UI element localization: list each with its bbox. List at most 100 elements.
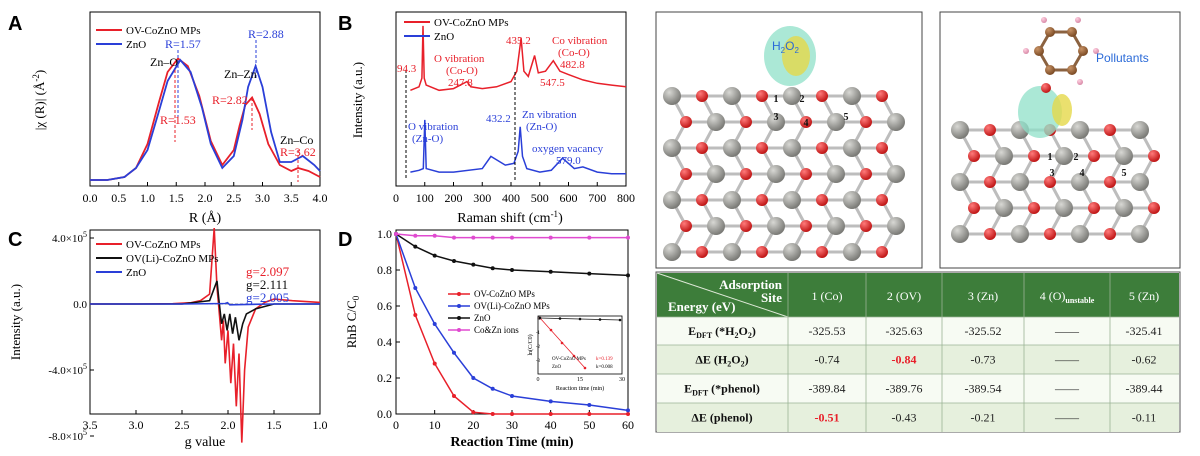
- o-atom: [1028, 150, 1040, 162]
- panel-b-x-label: Raman shift (cm-1): [457, 209, 563, 226]
- panel-d-x-label: Reaction Time (min): [450, 435, 573, 450]
- zn-atom: [783, 191, 801, 209]
- x-tick-label: 30: [506, 418, 518, 432]
- panel-d-series: [394, 232, 630, 416]
- zn-atom: [663, 139, 681, 157]
- panel-b-legend: OV-CoZnO MPs ZnO: [404, 17, 508, 43]
- x-tick-label: 3.0: [255, 191, 270, 205]
- inset-legend-zno: ZnO: [552, 365, 562, 370]
- series-ovli-cozno-line: [90, 280, 320, 341]
- zn-atom: [843, 191, 861, 209]
- o-atom: [860, 220, 872, 232]
- panel-c-letter: C: [8, 229, 22, 251]
- ann-co-o-2: (Co-O): [558, 47, 590, 59]
- ann-o-vib-zn: O vibration: [408, 121, 459, 133]
- zn-atom: [723, 243, 741, 261]
- inset-point-zno: [558, 317, 562, 320]
- c-atom: [1045, 27, 1055, 37]
- table-cell: ——: [1054, 382, 1080, 396]
- ann-435-2: 435.2: [506, 35, 531, 47]
- zn-atom: [887, 113, 905, 131]
- series-ov-cozno-point: [490, 412, 495, 416]
- inset-k2: k=0.008: [596, 365, 613, 370]
- o-atom: [1104, 228, 1116, 240]
- y-tick-label: 0.8: [377, 263, 392, 277]
- inset-point-ov: [560, 341, 564, 345]
- panel-d-legend: OV-CoZnO MPs OV(Li)-CoZnO MPs ZnO Co&Zn …: [448, 289, 550, 335]
- o-atom: [860, 116, 872, 128]
- panel-d-letter: D: [338, 229, 352, 251]
- o-atom: [1104, 124, 1116, 136]
- ann-zn-co: Zn–Co: [280, 133, 313, 147]
- series-co-zn-ions-point: [452, 235, 456, 240]
- ann-co-vib: Co vibration: [552, 35, 608, 47]
- o-atom: [1044, 228, 1056, 240]
- site-label-3: 3: [1050, 168, 1055, 179]
- table-cell: ——: [1054, 411, 1080, 425]
- inset-ytick-1: -1: [536, 331, 541, 336]
- panel-c-x-label: g value: [185, 435, 226, 450]
- zn-atom: [767, 217, 785, 235]
- o-atom: [876, 194, 888, 206]
- y-tick-label: 0.0: [377, 407, 392, 421]
- series-ovli-cozno-point: [471, 376, 476, 380]
- ann-432-2: 432.2: [486, 113, 511, 125]
- series-co-zn-ions-line: [395, 233, 628, 239]
- series-ov-cozno-point: [510, 412, 514, 416]
- ann-zn-zn: Zn–Zn: [224, 67, 257, 81]
- series-co-zn-ions-point: [510, 235, 514, 240]
- x-tick-label: 1.5: [267, 418, 282, 432]
- zn-atom: [1011, 225, 1029, 243]
- x-tick-label: 500: [531, 191, 549, 205]
- x-tick-label: 3.5: [284, 191, 299, 205]
- ann-r362: R=3.62: [280, 145, 316, 159]
- charge-density-h2o2-yellow: [782, 36, 810, 76]
- x-tick-label: 50: [583, 418, 595, 432]
- o-atom: [816, 246, 828, 258]
- series-zno-line: [410, 119, 626, 175]
- corner-site: Site: [761, 290, 782, 305]
- column-header: 4 (O)unstable: [1040, 289, 1095, 305]
- table-header-bg: [657, 273, 1179, 317]
- label-h2o2: H2O2: [772, 39, 799, 55]
- legend-text-ov: OV-CoZnO MPs: [474, 289, 535, 299]
- o-atom: [816, 142, 828, 154]
- site-label-3: 3: [774, 112, 779, 123]
- o-atom: [968, 150, 980, 162]
- ann-zn-vib: Zn vibration: [522, 109, 577, 121]
- ann-94-3: 94.3: [397, 63, 417, 75]
- zn-atom: [1071, 173, 1089, 191]
- row-label: ΔE (H2O2): [695, 353, 748, 369]
- inset-point-zno: [598, 318, 602, 321]
- o-atom: [1148, 150, 1160, 162]
- ann-247-8: 247.8: [448, 77, 473, 89]
- ann-r157: R=1.57: [165, 37, 201, 51]
- h-atom: [1075, 17, 1081, 23]
- panel-c-y-label: Intensity (a.u.): [8, 284, 23, 360]
- inset-ytick-3: -3: [536, 359, 541, 364]
- x-tick-label: 800: [617, 191, 635, 205]
- inset-ytick-0: 0: [538, 317, 541, 322]
- zn-atom: [843, 139, 861, 157]
- x-tick-label: 2.5: [175, 418, 190, 432]
- charge-density-pollutant: [1018, 86, 1062, 138]
- o-atom: [968, 202, 980, 214]
- zn-atom: [1071, 121, 1089, 139]
- o-atom: [696, 246, 708, 258]
- ann-r153: R=1.53: [160, 113, 196, 127]
- zn-atom: [827, 113, 845, 131]
- legend-text-ov: OV-CoZnO MPs: [434, 17, 508, 29]
- zn-atom: [1131, 121, 1149, 139]
- inset-point-ov: [549, 328, 553, 332]
- ann-r282: R=2.82: [212, 93, 248, 107]
- zn-atom: [1115, 199, 1133, 217]
- c-atom: [1078, 46, 1088, 56]
- series-co-zn-ions-point: [394, 232, 398, 236]
- inset-frame: [537, 315, 623, 375]
- series-zno-point: [413, 244, 418, 249]
- x-tick-label: 20: [467, 418, 479, 432]
- table-cell: -0.73: [971, 353, 996, 367]
- zn-atom: [767, 113, 785, 131]
- x-tick-label: 3.0: [129, 418, 144, 432]
